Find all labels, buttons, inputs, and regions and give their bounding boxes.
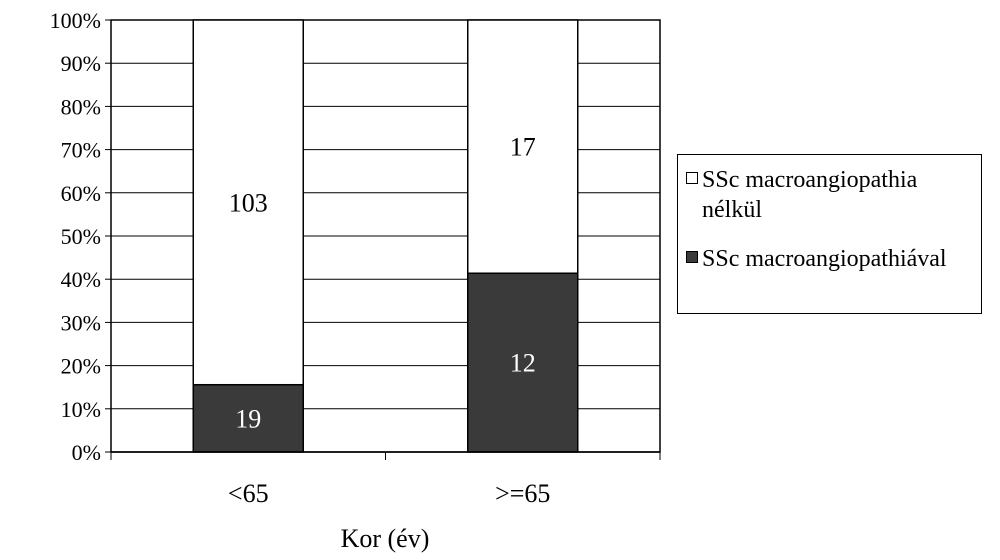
x-axis-title: Kor (év)	[341, 524, 430, 553]
data-label: 17	[510, 133, 536, 162]
y-tick-label: 100%	[50, 8, 101, 33]
data-label: 103	[229, 188, 268, 217]
legend-label-without: SSc macroangiopathia nélkül	[702, 167, 918, 223]
bar-segment	[192, 19, 304, 386]
y-tick-label: 90%	[61, 51, 101, 76]
bar-segment	[467, 19, 579, 274]
data-label: 19	[235, 404, 261, 433]
y-tick-label: 50%	[61, 224, 101, 249]
legend-swatch-dark	[686, 251, 698, 263]
legend: SSc macroangiopathia nélkül SSc macroang…	[677, 154, 982, 314]
y-tick-label: 0%	[72, 440, 101, 465]
x-axis: <65 >=65	[110, 451, 661, 508]
y-tick-label: 60%	[61, 181, 101, 206]
y-tick-label: 70%	[61, 138, 101, 163]
bars: 19 103 12 17	[192, 19, 579, 453]
x-tick-label: <65	[228, 479, 269, 508]
y-tick-labels: 0% 10% 20% 30% 40% 50% 60% 70% 80% 90% 100%	[50, 8, 101, 465]
legend-item-with: SSc macroangiopathiával	[686, 244, 972, 274]
legend-swatch-white	[686, 172, 698, 184]
bar-segment	[467, 272, 579, 453]
y-tick-label: 40%	[61, 267, 101, 292]
y-tick-label: 30%	[61, 310, 101, 335]
legend-label-with: SSc macroangiopathiával	[702, 246, 947, 272]
y-tick-label: 80%	[61, 94, 101, 119]
data-label: 12	[510, 349, 536, 378]
x-tick-label: >=65	[495, 479, 550, 508]
y-tick-label: 20%	[61, 354, 101, 379]
legend-item-without: SSc macroangiopathia nélkül	[686, 165, 972, 225]
y-tick-label: 10%	[61, 397, 101, 422]
